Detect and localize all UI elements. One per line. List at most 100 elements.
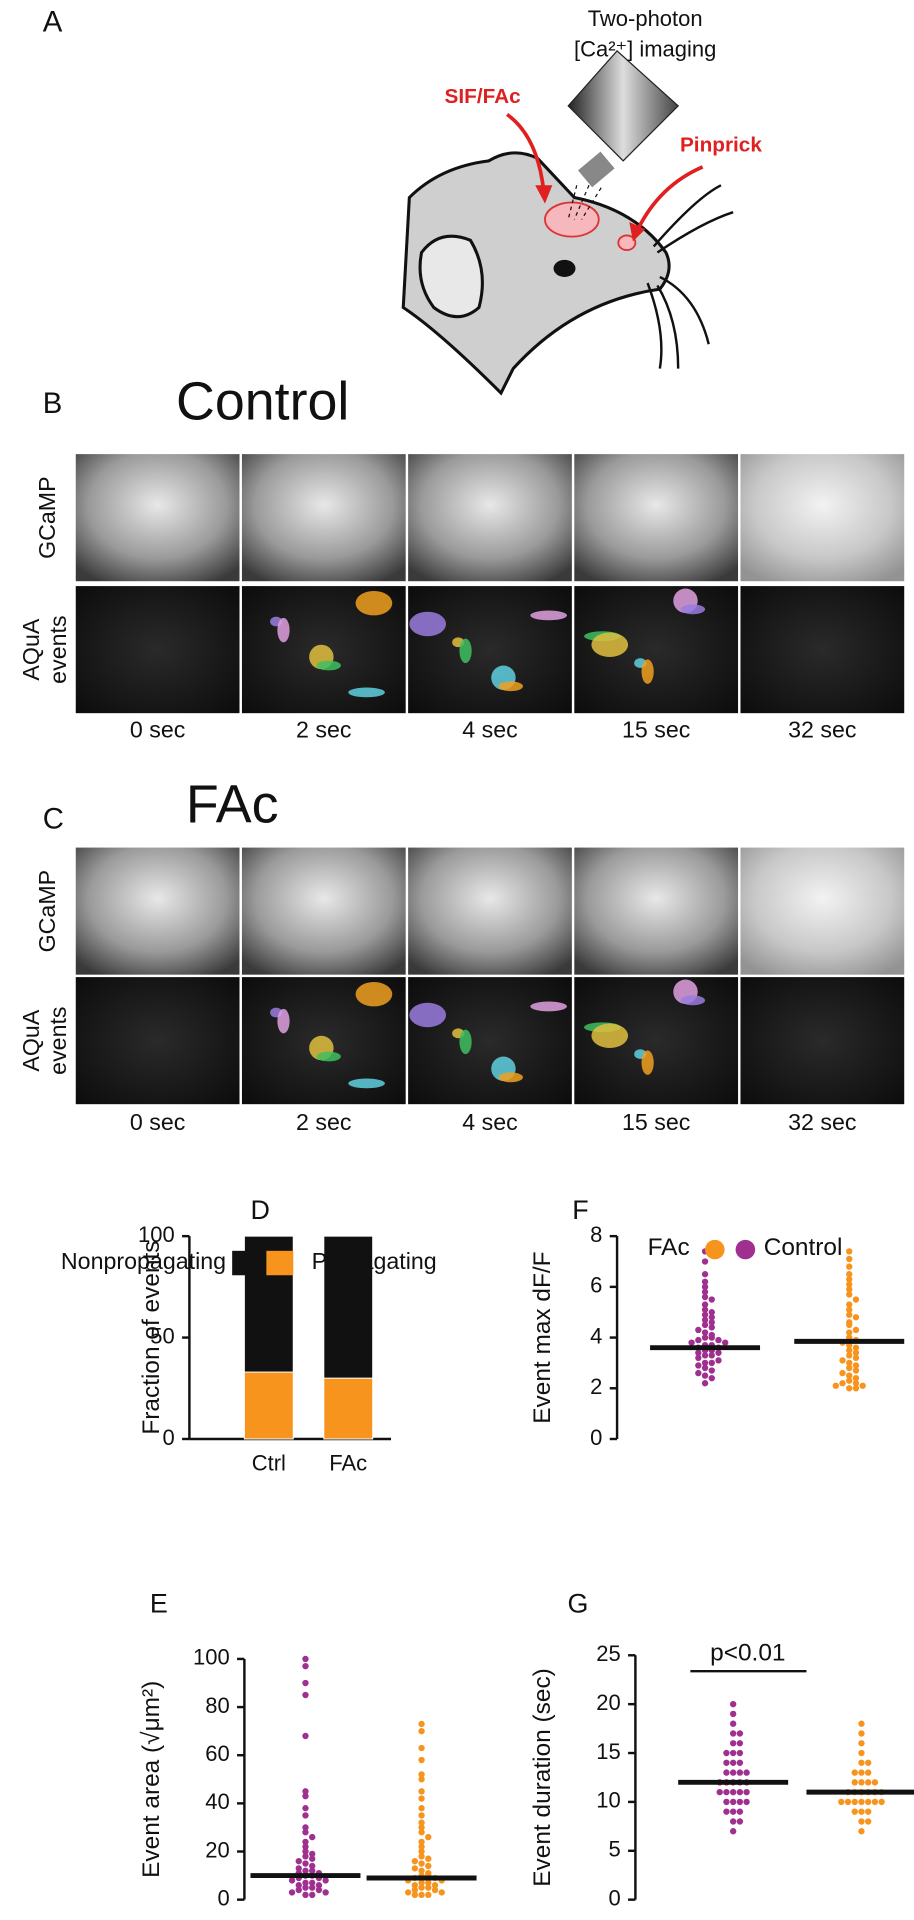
event-blob xyxy=(591,632,629,657)
legend-label: FAc xyxy=(648,1234,690,1261)
data-point xyxy=(846,1263,853,1270)
aqua-image xyxy=(408,977,572,1105)
data-point xyxy=(302,1884,309,1891)
data-point xyxy=(302,1829,309,1836)
data-point xyxy=(295,1882,302,1889)
bar-segment xyxy=(243,1371,294,1440)
data-point xyxy=(302,1848,309,1855)
data-point xyxy=(846,1291,853,1298)
data-point xyxy=(302,1867,309,1874)
data-point xyxy=(846,1329,853,1336)
data-point xyxy=(418,1805,425,1812)
data-point xyxy=(418,1879,425,1886)
event-blob xyxy=(680,604,706,615)
data-point xyxy=(846,1311,853,1318)
data-point xyxy=(708,1324,715,1331)
data-point xyxy=(404,1889,412,1896)
data-point xyxy=(858,1730,865,1737)
annotation: p<0.01 xyxy=(710,1640,785,1667)
data-point xyxy=(411,1886,419,1894)
aqua-image xyxy=(408,586,572,714)
data-point xyxy=(729,1730,737,1737)
data-point xyxy=(701,1352,709,1359)
legend-label: Propagating xyxy=(312,1248,437,1274)
data-point xyxy=(425,1879,432,1886)
data-point xyxy=(743,1788,750,1796)
data-point xyxy=(743,1769,750,1776)
event-blob xyxy=(530,1001,567,1012)
data-point xyxy=(716,1788,723,1796)
data-point xyxy=(411,1882,419,1889)
data-point xyxy=(858,1808,865,1815)
event-blob xyxy=(591,1023,629,1048)
data-point xyxy=(418,1891,425,1899)
event-blob xyxy=(459,638,472,664)
data-point xyxy=(302,1843,309,1850)
data-point xyxy=(295,1857,302,1865)
data-point xyxy=(871,1779,879,1786)
gcamp-image xyxy=(408,454,572,582)
time-label: 32 sec xyxy=(788,1109,856,1135)
data-point xyxy=(715,1357,722,1364)
data-point xyxy=(865,1769,872,1776)
data-point xyxy=(322,1877,329,1884)
data-point xyxy=(418,1744,425,1752)
data-point xyxy=(302,1662,309,1670)
data-point xyxy=(309,1884,316,1891)
y-axis-label: Event duration (sec) xyxy=(529,1668,556,1887)
bar-segment xyxy=(323,1235,374,1379)
gcamp-image xyxy=(75,847,240,975)
panel-label: D xyxy=(251,1195,270,1225)
data-point xyxy=(851,1808,858,1815)
legend-swatch xyxy=(266,1250,294,1276)
row-label: AQuA xyxy=(18,1009,44,1071)
y-tick-label: 6 xyxy=(590,1273,602,1298)
gcamp-image xyxy=(574,454,739,582)
y-axis-label: Event area (√μm²) xyxy=(138,1681,165,1878)
data-point xyxy=(736,1759,744,1766)
data-point xyxy=(846,1347,853,1354)
data-point xyxy=(865,1759,872,1766)
data-point xyxy=(846,1377,853,1384)
legend-label: Control xyxy=(764,1234,843,1261)
time-label: 4 sec xyxy=(462,717,517,743)
gcamp-image xyxy=(574,847,739,975)
x-tick-label: Ctrl xyxy=(252,1450,286,1475)
data-point xyxy=(302,1824,309,1831)
data-point xyxy=(701,1306,709,1313)
data-point xyxy=(846,1364,853,1372)
y-tick-label: 50 xyxy=(150,1323,174,1348)
data-point xyxy=(701,1258,709,1265)
panel-title: Control xyxy=(176,371,349,431)
event-blob xyxy=(348,1078,385,1089)
event-blob xyxy=(348,687,385,698)
data-point xyxy=(851,1769,858,1776)
y-tick-label: 80 xyxy=(205,1693,229,1718)
data-point xyxy=(302,1792,309,1800)
legend-label: Nonpropagating xyxy=(61,1248,226,1274)
data-point xyxy=(309,1867,316,1874)
data-point xyxy=(729,1710,737,1718)
data-point xyxy=(309,1850,316,1858)
legend-swatch xyxy=(705,1239,725,1260)
y-tick-label: 8 xyxy=(590,1222,602,1247)
data-point xyxy=(715,1336,722,1344)
data-point xyxy=(695,1369,702,1377)
data-point xyxy=(852,1296,860,1303)
data-point xyxy=(418,1867,425,1874)
data-point xyxy=(743,1798,750,1806)
data-point xyxy=(425,1891,432,1899)
data-point xyxy=(708,1352,715,1359)
data-point xyxy=(858,1759,865,1766)
data-point xyxy=(708,1359,715,1367)
gcamp-image xyxy=(408,847,572,975)
data-point xyxy=(729,1749,737,1757)
data-point xyxy=(418,1771,425,1778)
data-point xyxy=(425,1833,432,1841)
data-point xyxy=(701,1293,709,1301)
mouse-illustration xyxy=(401,50,734,396)
y-tick-label: 100 xyxy=(138,1222,175,1247)
data-point xyxy=(708,1296,715,1303)
